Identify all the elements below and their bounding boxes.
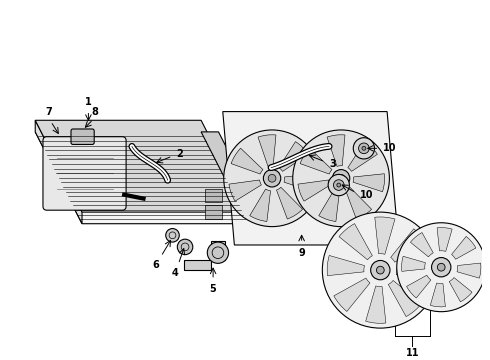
Wedge shape (319, 189, 340, 221)
Wedge shape (327, 135, 345, 166)
Wedge shape (437, 228, 452, 251)
Text: 9: 9 (298, 248, 305, 258)
Wedge shape (366, 286, 386, 323)
Circle shape (268, 174, 276, 182)
Wedge shape (348, 141, 377, 171)
Text: 4: 4 (172, 268, 179, 278)
Wedge shape (284, 174, 316, 192)
Text: 1: 1 (85, 97, 92, 107)
Circle shape (359, 143, 369, 154)
Circle shape (263, 170, 281, 187)
Polygon shape (205, 205, 222, 219)
Circle shape (293, 130, 390, 226)
Text: 6: 6 (153, 260, 159, 270)
Polygon shape (201, 132, 265, 224)
Polygon shape (35, 120, 248, 212)
Polygon shape (205, 189, 222, 202)
Text: 5: 5 (210, 284, 217, 294)
Wedge shape (411, 233, 433, 257)
Circle shape (370, 260, 390, 280)
Polygon shape (223, 112, 399, 245)
Wedge shape (279, 141, 308, 171)
Wedge shape (334, 278, 370, 311)
Circle shape (362, 147, 366, 150)
Circle shape (438, 264, 445, 271)
Wedge shape (457, 263, 481, 278)
Circle shape (224, 130, 320, 226)
Text: 3: 3 (329, 159, 336, 169)
Wedge shape (388, 280, 422, 316)
Text: 2: 2 (176, 149, 183, 159)
Wedge shape (229, 180, 261, 201)
Wedge shape (402, 256, 425, 271)
Text: 11: 11 (406, 348, 419, 359)
Wedge shape (452, 237, 476, 259)
Wedge shape (353, 174, 385, 192)
Polygon shape (211, 241, 225, 260)
Circle shape (207, 242, 228, 264)
Text: 10: 10 (383, 143, 397, 153)
Circle shape (337, 183, 341, 187)
FancyBboxPatch shape (43, 137, 126, 210)
Circle shape (376, 266, 384, 274)
Wedge shape (327, 256, 365, 276)
Wedge shape (250, 189, 270, 221)
Circle shape (322, 212, 439, 328)
Wedge shape (300, 148, 332, 174)
Circle shape (177, 239, 193, 255)
Circle shape (353, 138, 374, 159)
Wedge shape (375, 217, 395, 254)
Wedge shape (449, 278, 472, 302)
Circle shape (334, 180, 344, 190)
Wedge shape (430, 283, 445, 307)
Wedge shape (396, 265, 434, 285)
Text: 8: 8 (92, 107, 98, 117)
Wedge shape (345, 187, 371, 219)
Text: 10: 10 (360, 190, 373, 200)
Circle shape (332, 170, 350, 187)
Text: 7: 7 (46, 107, 52, 117)
Wedge shape (407, 275, 431, 298)
Wedge shape (298, 180, 330, 201)
Polygon shape (35, 120, 82, 224)
Circle shape (337, 174, 345, 182)
FancyBboxPatch shape (71, 129, 94, 144)
Wedge shape (339, 224, 372, 260)
Circle shape (328, 174, 349, 196)
Wedge shape (231, 148, 263, 174)
Polygon shape (184, 260, 211, 270)
Wedge shape (276, 187, 303, 219)
Circle shape (166, 229, 179, 242)
Wedge shape (391, 229, 427, 262)
Circle shape (432, 257, 451, 277)
Wedge shape (258, 135, 276, 166)
Polygon shape (35, 132, 248, 224)
Circle shape (397, 223, 486, 312)
